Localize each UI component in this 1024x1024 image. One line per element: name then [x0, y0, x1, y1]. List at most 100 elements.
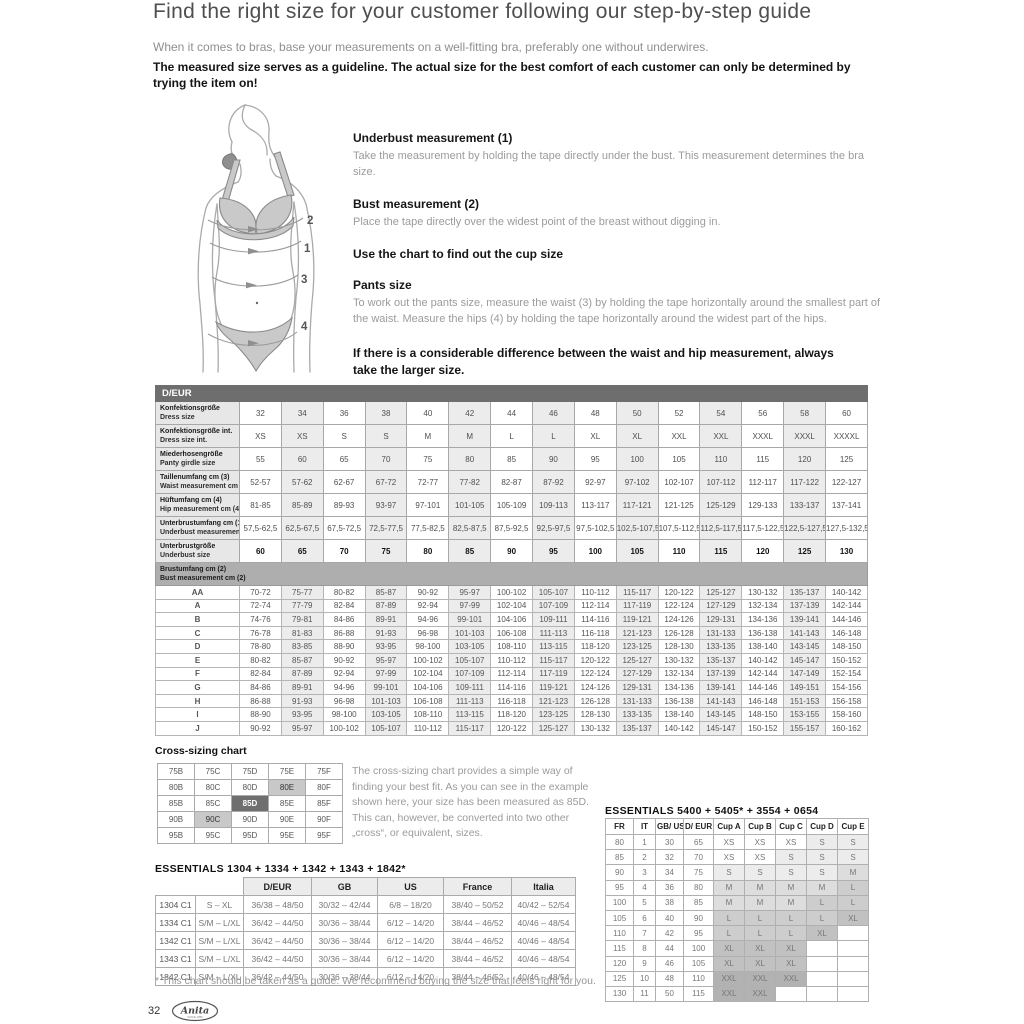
size-cell: 60 — [239, 539, 282, 563]
bust-band: Brustumfang cm (2) Bust measurement cm (2… — [155, 562, 868, 586]
table-row: 1842 C1 S/M – L/XL 36/42 – 44/50 30/36 – 38… — [155, 967, 576, 986]
bust-range-cell: 114-116 — [573, 612, 617, 627]
cup-row: B 74-76 79-81 84-86 89-91 94-96 99-101 104-106 1… — [155, 612, 868, 627]
bust-range-cell: 106-108 — [490, 625, 534, 641]
size-cell: 105 — [615, 539, 659, 563]
bust-range-cell: 110-112 — [573, 585, 617, 600]
bust-range-cell: 145-147 — [699, 720, 743, 736]
bust-range-cell: 151-153 — [783, 693, 827, 709]
bust-range-cell: 126-128 — [573, 693, 617, 709]
size-cell: 133-137 — [783, 493, 827, 517]
size-range-cell: 6/8 – 18/20 — [377, 895, 444, 914]
page-title: Find the right size for your customer fo… — [153, 0, 812, 23]
row-label-en: Hip measurement cm (4) — [160, 506, 240, 513]
size-cell: 82,5-87,5 — [448, 516, 492, 540]
size-cell: 105 — [605, 909, 634, 927]
size-cell: S — [775, 849, 807, 866]
bust-range-cell: 120-122 — [657, 585, 701, 600]
size-cell: XXL — [713, 970, 745, 987]
size-cell: 56 — [741, 401, 785, 425]
table-row: 130 11 50 115 XXL XXL — [605, 985, 869, 1003]
cross-size-cell: 90D — [232, 812, 269, 828]
cup-row: G 84-86 89-91 94-96 99-101 104-106 109-111 114-… — [155, 680, 868, 695]
bust-range-cell: 128-130 — [657, 639, 701, 654]
size-cell — [837, 985, 869, 1003]
bust-range-cell: 108-110 — [490, 639, 534, 654]
column-header: D/ EUR — [683, 818, 714, 835]
size-range-cell: 38/40 – 50/52 — [443, 895, 512, 914]
column-header: IT — [633, 818, 656, 835]
bust-range-cell: 122-124 — [657, 598, 701, 614]
bust-range-cell: 135-137 — [699, 652, 743, 668]
row-label-en: Underbust measurement cm (1) — [160, 529, 240, 536]
size-cell: 36 — [322, 401, 366, 425]
size-cell: 110 — [657, 539, 701, 563]
size-range-cell: S/M – L/XL — [195, 931, 244, 950]
size-cell: XL — [775, 955, 807, 972]
size-cell: 34 — [280, 401, 324, 425]
bust-range-cell: 138-140 — [657, 707, 701, 722]
cross-size-cell: 90F — [306, 812, 343, 828]
bust-range-cell: 155-157 — [783, 720, 827, 736]
size-cell: 46 — [532, 401, 575, 425]
bust-section: Bust measurement (2) Place the tape dire… — [353, 197, 881, 230]
cross-size-cell: 95E — [269, 828, 306, 844]
size-cell: 70 — [364, 447, 408, 471]
size-cell: 11 — [633, 985, 656, 1003]
table-row: 115 8 44 100 XL XL XL — [605, 940, 869, 957]
size-cell: M — [448, 424, 492, 448]
row-label: Taillenumfang cm (3) Waist measurement cm… — [155, 470, 240, 494]
header-row: D/EUR GB US France Italia — [155, 877, 576, 896]
size-range-cell: 30/36 – 38/44 — [311, 913, 378, 932]
bust-range-cell: 132-134 — [741, 598, 785, 614]
size-cell: 85 — [683, 894, 714, 911]
bust-range-cell: 120-122 — [490, 720, 534, 736]
column-header: Cup B — [744, 818, 776, 835]
size-cell: 32 — [239, 401, 282, 425]
cup-letter: C — [155, 625, 240, 641]
size-range-cell: 38/44 – 46/52 — [443, 949, 512, 968]
bust-range-cell: 122-124 — [573, 666, 617, 682]
size-cell: 107-112 — [699, 470, 743, 494]
bust-range-cell: 133-135 — [615, 707, 659, 722]
cross-size-cell: 85E — [269, 796, 306, 812]
blank-header — [155, 877, 196, 896]
size-range-cell: 36/42 – 44/50 — [243, 949, 312, 968]
bust-range-cell: 124-126 — [657, 612, 701, 627]
brand-name: Anita — [180, 1006, 209, 1017]
size-spec-row: Konfektionsgröße Dress size 32 34 36 38 40 42 44… — [155, 401, 868, 425]
size-range-cell: 30/36 – 38/44 — [311, 967, 378, 986]
size-cell: 77,5-82,5 — [406, 516, 450, 540]
size-cell: XL — [837, 909, 869, 927]
size-cell: XXL — [713, 985, 745, 1003]
table-row: 1304 C1 S – XL 36/38 – 48/50 30/32 – 42/44 6… — [155, 895, 576, 914]
bust-range-cell: 112-114 — [490, 666, 534, 682]
table-row: 1343 C1 S/M – L/XL 36/42 – 44/50 30/36 – 38… — [155, 949, 576, 968]
column-header: Cup D — [806, 818, 838, 835]
bust-range-cell: 132-134 — [657, 666, 701, 682]
bust-range-cell: 140-142 — [741, 652, 785, 668]
size-cell: 44 — [490, 401, 534, 425]
bust-range-cell: 102-104 — [406, 666, 450, 682]
size-range-cell: S – XL — [195, 895, 244, 914]
size-cell: 125 — [825, 447, 868, 471]
bust-range-cell: 94-96 — [406, 612, 450, 627]
size-cell: S — [806, 864, 838, 881]
size-cell: M — [837, 864, 869, 881]
size-range-cell: 6/12 – 14/20 — [377, 967, 444, 986]
size-cell: M — [713, 879, 745, 896]
bust-range-cell: 146-148 — [741, 693, 785, 709]
bust-range-cell: 93-95 — [280, 707, 324, 722]
size-range-cell: 36/42 – 44/50 — [243, 931, 312, 950]
size-range-cell: 38/44 – 46/52 — [443, 913, 512, 932]
size-cell: XXXL — [783, 424, 827, 448]
measurement-figure: 2 1 3 4 — [170, 102, 352, 378]
size-cell: XL — [744, 940, 776, 957]
size-range-cell: 40/46 – 48/54 — [511, 949, 576, 968]
cup-heading: Use the chart to find out the cup size — [353, 247, 564, 261]
size-cell — [837, 940, 869, 957]
size-cell: 85-89 — [280, 493, 324, 517]
bust-range-cell: 113-115 — [448, 707, 492, 722]
size-spec-row: Miederhosengröße Panty girdle size 55 60 65 7… — [155, 447, 868, 471]
bust-range-cell: 95-97 — [364, 652, 408, 668]
